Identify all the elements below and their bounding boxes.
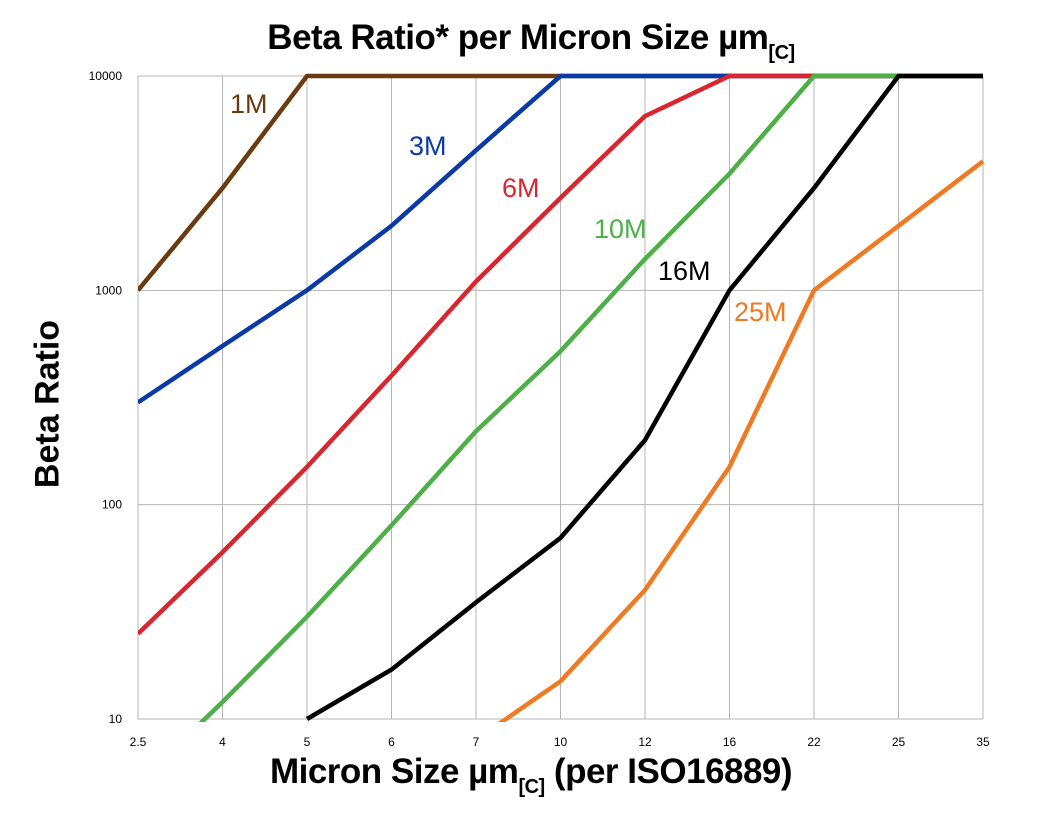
series-line-25M xyxy=(497,159,984,722)
x-axis-label-suffix: (per ISO16889) xyxy=(544,752,793,791)
x-axis-label-text: Micron Size µm xyxy=(269,752,519,791)
series-label-1M: 1M xyxy=(230,89,268,119)
series-labels: 1M 3M 6M 10M 16M 25M xyxy=(230,89,787,327)
chart-title: Beta Ratio* per Micron Size µm[C] xyxy=(0,18,1062,65)
series-line-10M xyxy=(198,73,983,722)
x-tick-label: 22 xyxy=(807,735,821,749)
series-label-6M: 6M xyxy=(502,173,540,203)
x-tick-label: 16 xyxy=(723,735,737,749)
x-axis-label: Micron Size µm[C] (per ISO16889) xyxy=(0,752,1062,799)
x-tick-label: 5 xyxy=(304,735,311,749)
series-label-25M: 25M xyxy=(734,297,787,327)
y-tick-label: 10000 xyxy=(89,69,123,83)
series-label-16M: 16M xyxy=(658,256,711,286)
x-tick-label: 25 xyxy=(892,735,906,749)
x-tick-label: 12 xyxy=(638,735,652,749)
series-label-3M: 3M xyxy=(409,131,447,161)
series-line-16M xyxy=(305,73,983,721)
x-axis-label-subscript: [C] xyxy=(518,776,545,798)
x-tick-label: 6 xyxy=(388,735,395,749)
y-tick-label: 1000 xyxy=(95,283,122,297)
series-label-10M: 10M xyxy=(594,214,647,244)
chart-title-text: Beta Ratio* per Micron Size µm xyxy=(267,18,769,57)
x-tick-label: 7 xyxy=(473,735,480,749)
grid xyxy=(137,75,984,720)
x-tick-label: 35 xyxy=(976,735,990,749)
chart-title-subscript: [C] xyxy=(768,42,795,64)
x-tick-label: 2.5 xyxy=(130,735,147,749)
y-tick-label: 10 xyxy=(109,712,123,726)
tick-labels: 2.5 4 5 6 7 10 12 16 22 25 35 10 100 1000 10000 xyxy=(89,69,990,749)
series-lines xyxy=(138,73,984,722)
x-tick-label: 4 xyxy=(219,735,226,749)
y-tick-label: 100 xyxy=(102,498,122,512)
x-tick-label: 10 xyxy=(554,735,568,749)
